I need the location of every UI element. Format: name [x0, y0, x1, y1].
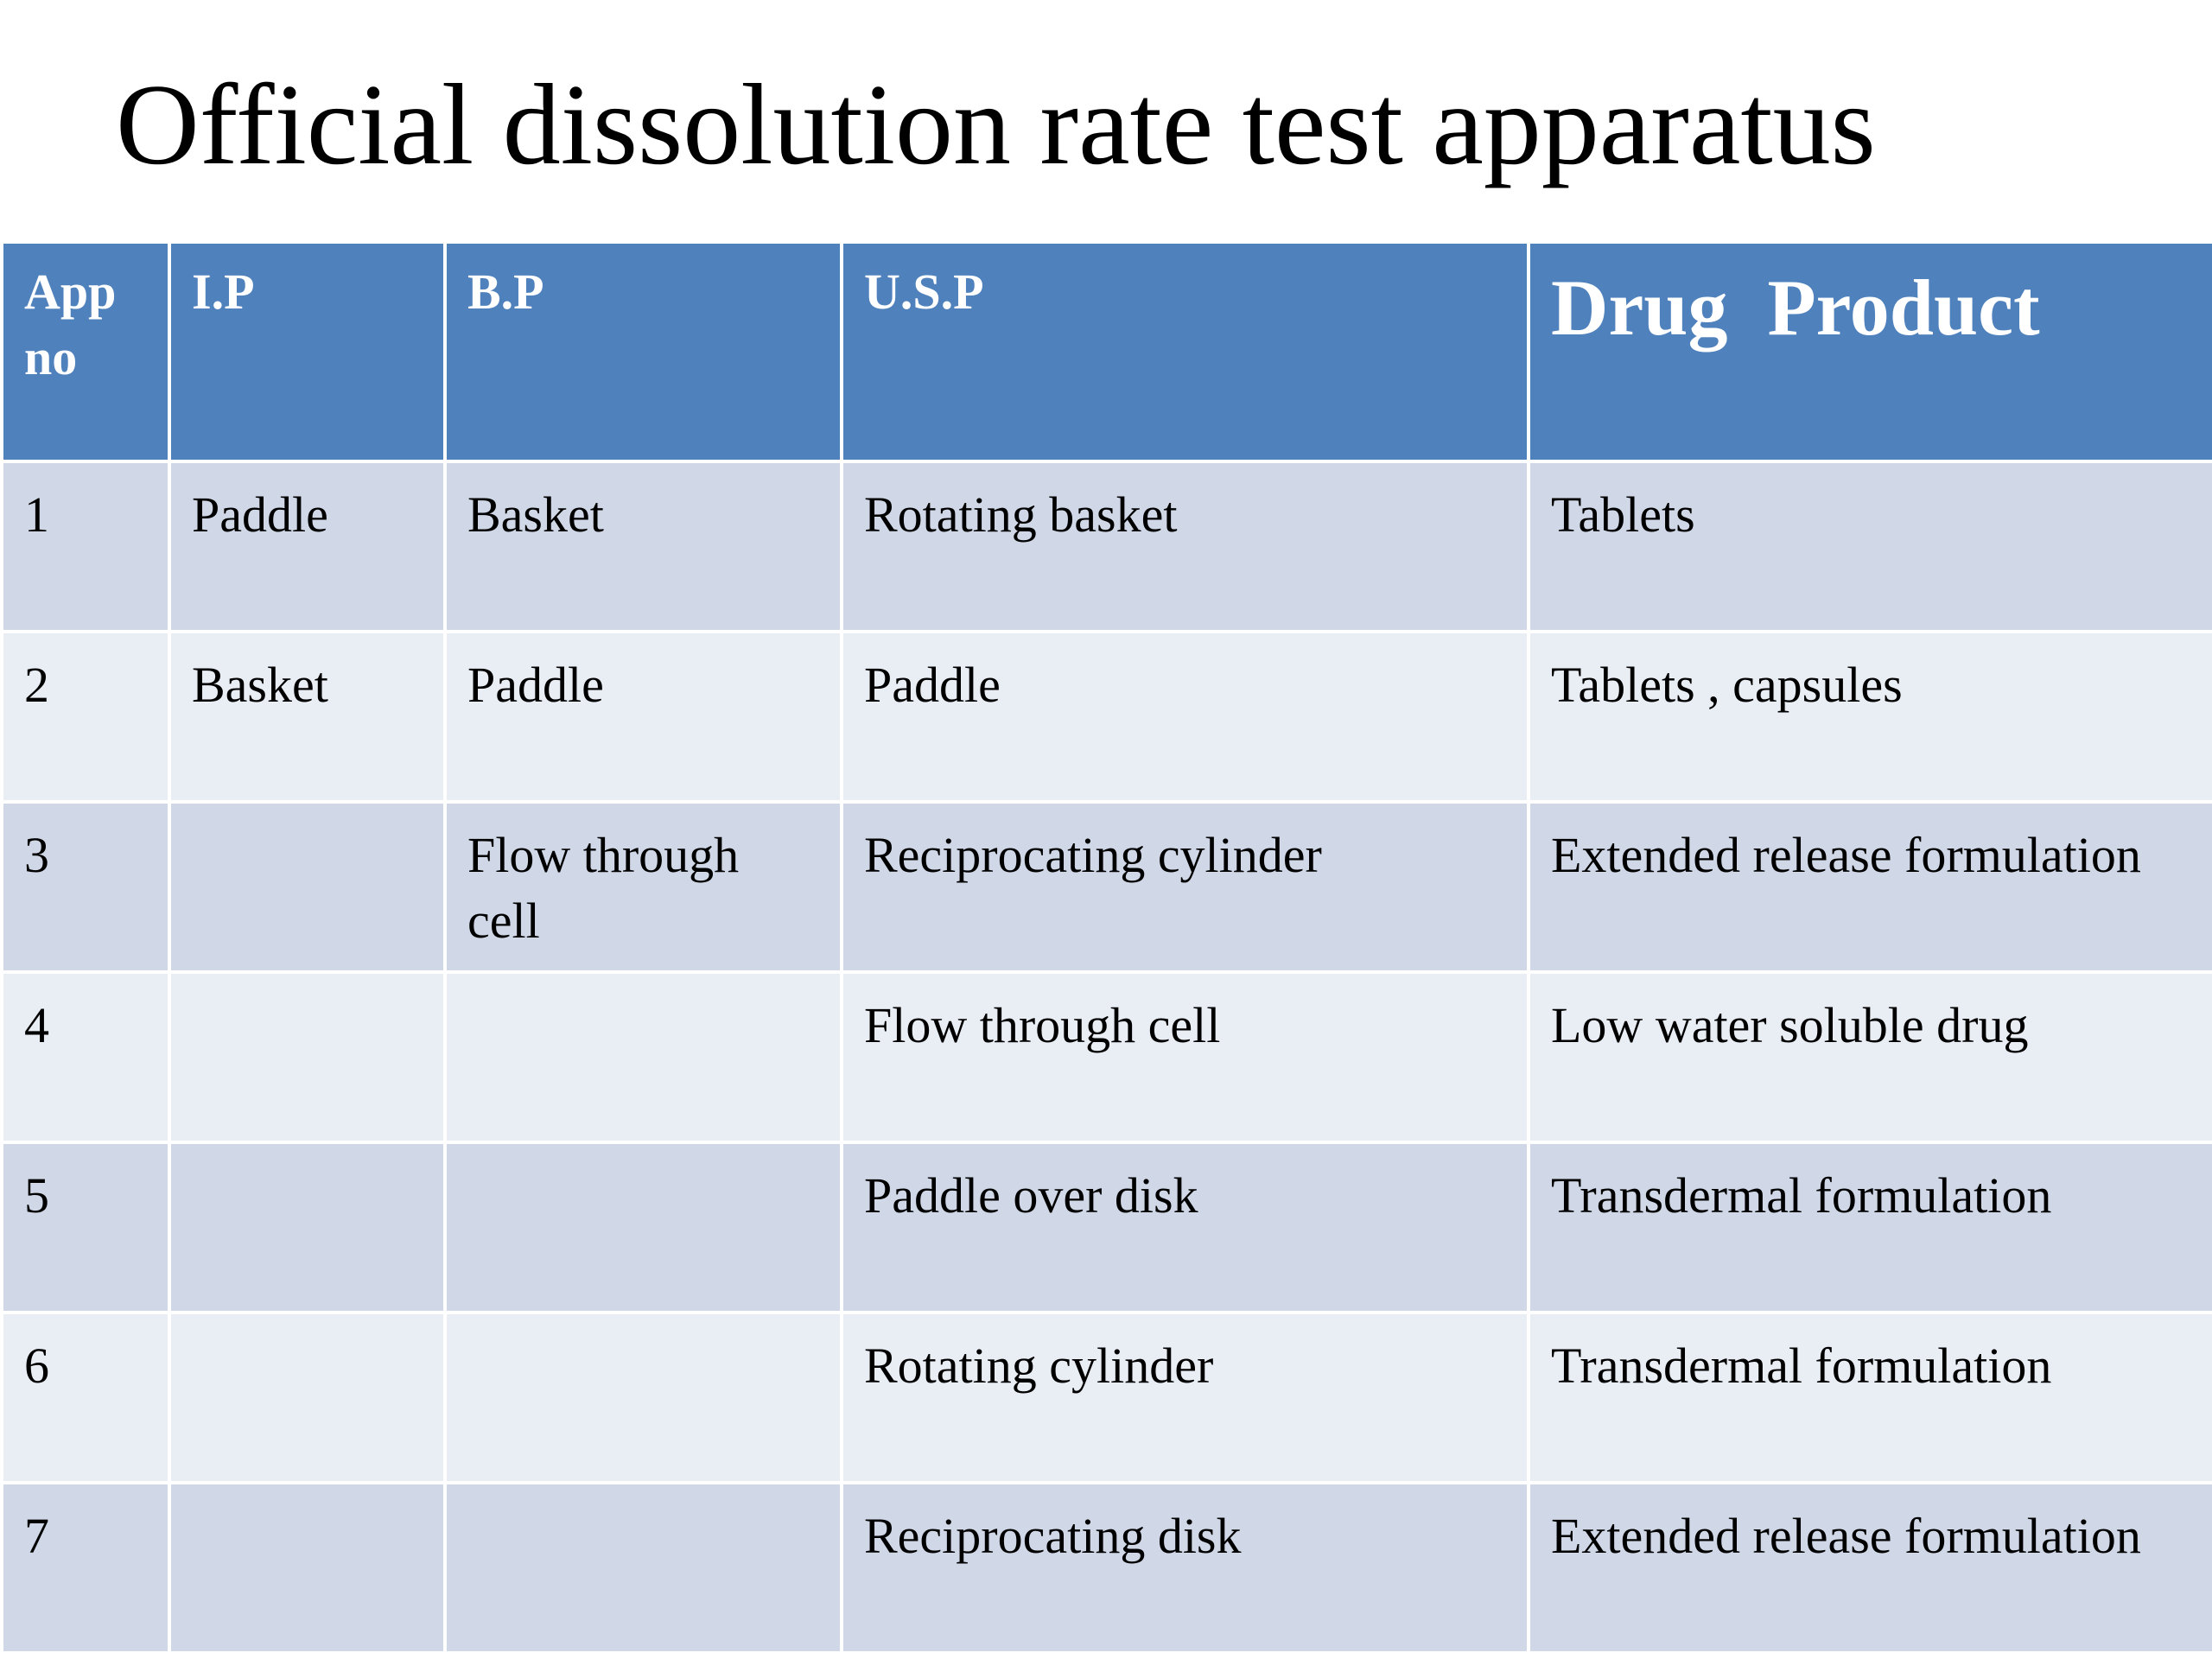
cell-app-no: 7	[0, 1481, 171, 1655]
cell-usp: Paddle over disk	[840, 1141, 1530, 1314]
cell-ip	[168, 800, 447, 974]
table-row: 7 Reciprocating disk Extended release fo…	[0, 1481, 2212, 1655]
cell-usp: Reciprocating cylinder	[840, 800, 1530, 974]
table-row: 4 Flow through cell Low water soluble dr…	[0, 970, 2212, 1144]
apparatus-table: App no I.P B.P U.S.P Drug Product 1 Padd…	[0, 240, 2212, 1655]
cell-usp: Rotating cylinder	[840, 1311, 1530, 1484]
cell-app-no: 3	[0, 800, 171, 974]
slide-title: Official dissolution rate test apparatus	[116, 60, 1876, 188]
cell-app-no: 4	[0, 970, 171, 1144]
header-bp: B.P	[443, 240, 843, 463]
table-row: 1 Paddle Basket Rotating basket Tablets	[0, 460, 2212, 633]
cell-ip	[168, 1481, 447, 1655]
cell-app-no: 1	[0, 460, 171, 633]
cell-bp	[443, 1141, 843, 1314]
cell-usp: Rotating basket	[840, 460, 1530, 633]
cell-usp: Reciprocating disk	[840, 1481, 1530, 1655]
cell-drug-product: Low water soluble drug	[1527, 970, 2212, 1144]
table-row: 6 Rotating cylinder Transdermal formulat…	[0, 1311, 2212, 1484]
cell-app-no: 6	[0, 1311, 171, 1484]
cell-usp: Paddle	[840, 630, 1530, 804]
cell-bp	[443, 1311, 843, 1484]
table-row: 2 Basket Paddle Paddle Tablets , capsule…	[0, 630, 2212, 804]
cell-bp	[443, 1481, 843, 1655]
cell-usp: Flow through cell	[840, 970, 1530, 1144]
cell-bp: Flow through cell	[443, 800, 843, 974]
cell-ip	[168, 970, 447, 1144]
table-row: 3 Flow through cell Reciprocating cylind…	[0, 800, 2212, 974]
cell-ip: Paddle	[168, 460, 447, 633]
cell-drug-product: Extended release formulation	[1527, 1481, 2212, 1655]
cell-drug-product: Transdermal formulation	[1527, 1141, 2212, 1314]
cell-ip	[168, 1141, 447, 1314]
cell-ip: Basket	[168, 630, 447, 804]
cell-app-no: 5	[0, 1141, 171, 1314]
cell-drug-product: Tablets , capsules	[1527, 630, 2212, 804]
header-drug-product: Drug Product	[1527, 240, 2212, 463]
header-app-no: App no	[0, 240, 171, 463]
header-usp: U.S.P	[840, 240, 1530, 463]
table-header-row: App no I.P B.P U.S.P Drug Product	[0, 240, 2212, 463]
cell-app-no: 2	[0, 630, 171, 804]
table-row: 5 Paddle over disk Transdermal formulati…	[0, 1141, 2212, 1314]
cell-bp: Paddle	[443, 630, 843, 804]
cell-bp	[443, 970, 843, 1144]
cell-bp: Basket	[443, 460, 843, 633]
cell-drug-product: Tablets	[1527, 460, 2212, 633]
cell-ip	[168, 1311, 447, 1484]
cell-drug-product: Extended release formulation	[1527, 800, 2212, 974]
cell-drug-product: Transdermal formulation	[1527, 1311, 2212, 1484]
header-ip: I.P	[168, 240, 447, 463]
